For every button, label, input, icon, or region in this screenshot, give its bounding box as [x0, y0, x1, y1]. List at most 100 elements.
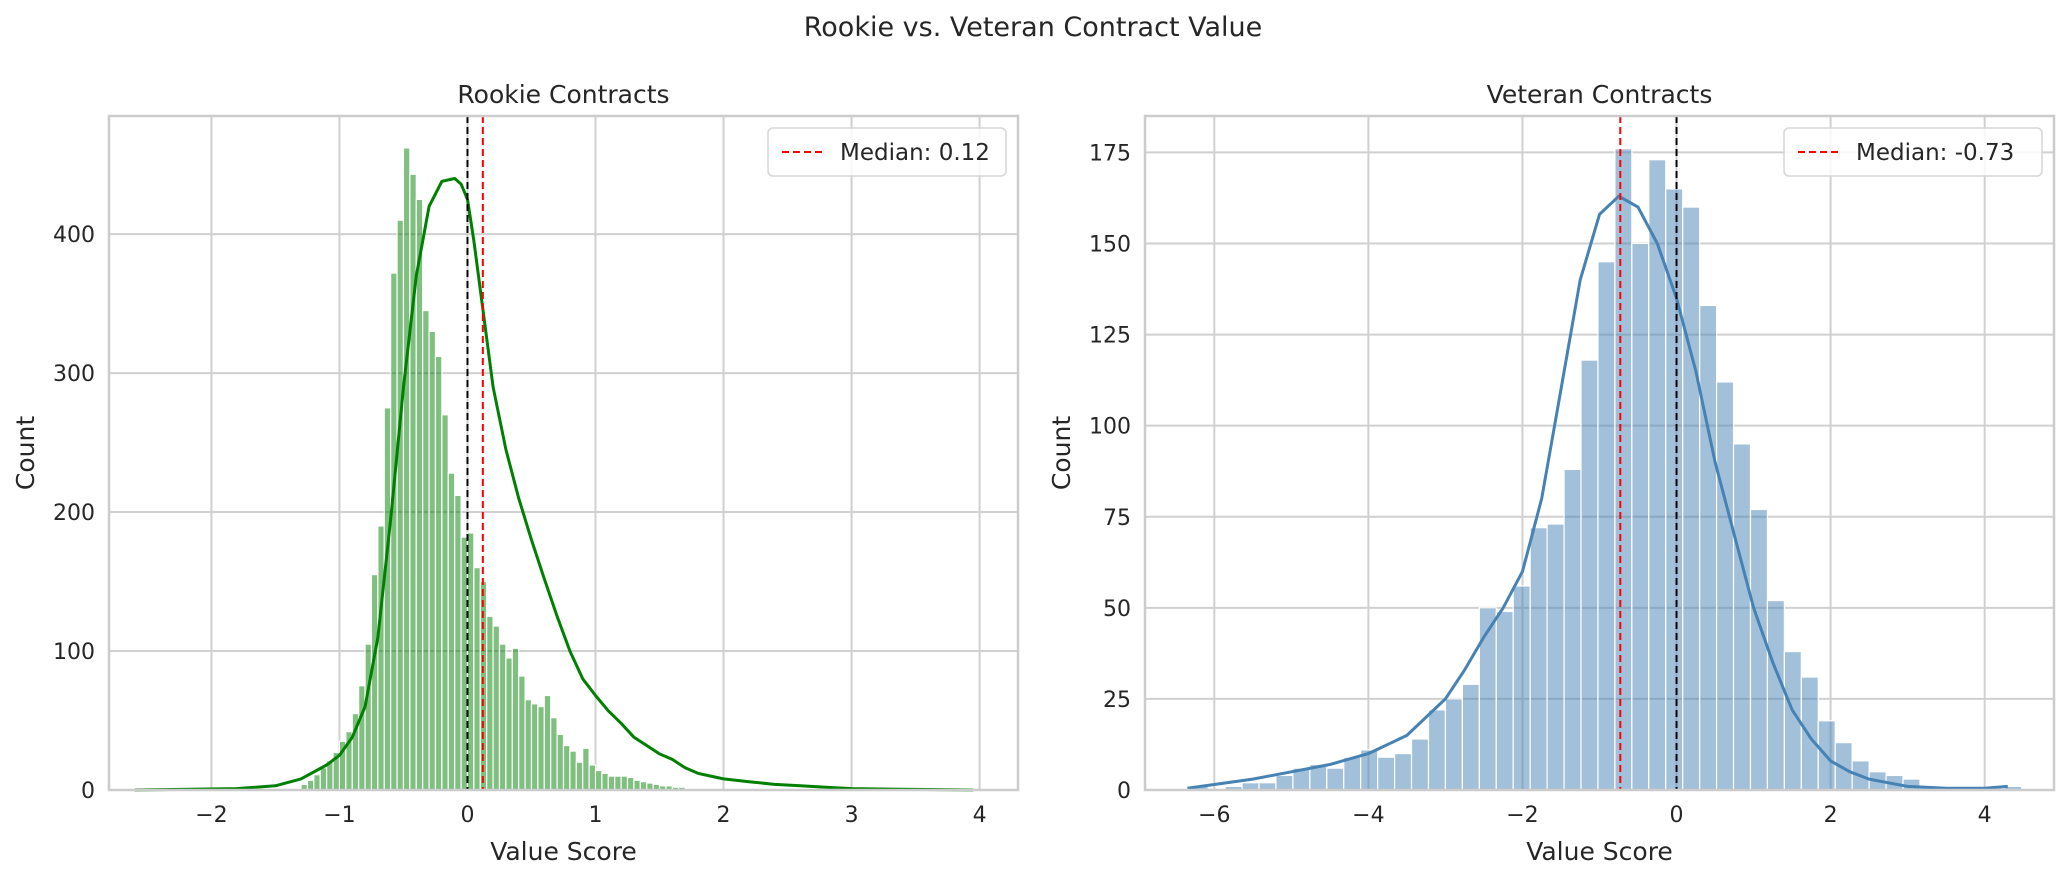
- x-axis-label: Value Score: [490, 837, 637, 866]
- legend-label: Median: 0.12: [840, 140, 990, 166]
- histogram-bar: [377, 525, 385, 791]
- histogram-bar: [447, 472, 456, 791]
- histogram-bar: [460, 536, 469, 791]
- histogram-bar: [383, 407, 392, 791]
- histogram-bar: [1512, 585, 1531, 791]
- veteran-contracts-panel: −6 −4 −2 0 2 4 0 25 50 75 100 125 150 175 Veteran Cont…: [1047, 80, 2056, 866]
- y-tick-label: 100: [1089, 415, 1131, 440]
- y-tick-label: 125: [1089, 324, 1131, 349]
- y-axis-label: Count: [11, 416, 40, 490]
- histogram-bar: [390, 272, 398, 791]
- y-tick-label: 200: [53, 501, 95, 526]
- axes-frame: [107, 114, 1020, 792]
- histogram-bar: [575, 761, 584, 791]
- x-tick-label: 3: [845, 803, 859, 828]
- kde-curve: [134, 177, 974, 792]
- histogram-bar: [537, 706, 545, 791]
- histogram-bar: [1326, 767, 1345, 791]
- y-tick-label: 150: [1089, 233, 1131, 258]
- histogram-bar: [1580, 359, 1599, 791]
- legend: Median: 0.12: [767, 127, 1007, 177]
- x-tick-label: 1: [589, 803, 603, 828]
- figure-title: Rookie vs. Veteran Contract Value: [804, 12, 1263, 43]
- histogram-bar: [1800, 676, 1819, 791]
- histogram-bar: [402, 147, 411, 791]
- histogram-bar: [582, 747, 590, 791]
- y-tick-label: 50: [1103, 597, 1131, 622]
- histogram-bar: [550, 717, 558, 791]
- histogram-bar: [1732, 443, 1752, 791]
- histogram-bar: [358, 685, 366, 791]
- histogram-bar: [441, 414, 449, 791]
- histogram-bar: [524, 699, 533, 791]
- y-axis-label: Count: [1047, 416, 1076, 490]
- x-tick-label: 0: [460, 803, 474, 828]
- histogram-bar: [1427, 709, 1447, 791]
- histogram-bar: [601, 772, 609, 791]
- histogram-bar: [1444, 698, 1463, 791]
- x-tick-label: −4: [1352, 803, 1384, 828]
- histogram-bar: [1343, 756, 1362, 791]
- histogram-bar: [594, 769, 603, 791]
- histogram-bar: [1410, 738, 1430, 791]
- histogram-bar: [543, 694, 552, 791]
- histogram-bar: [409, 173, 417, 791]
- x-tick-label: 0: [1670, 803, 1684, 828]
- y-tick-label: 175: [1089, 141, 1131, 166]
- histogram-bar: [1478, 607, 1497, 791]
- histogram-bar: [614, 775, 622, 791]
- histogram-bar: [1563, 468, 1582, 791]
- histogram-bar: [492, 625, 501, 791]
- histogram-bar: [1682, 206, 1701, 791]
- histogram-bar: [1614, 148, 1633, 791]
- x-axis-label: Value Score: [1526, 837, 1673, 866]
- histogram-bar: [1597, 261, 1616, 791]
- histogram-bar: [1715, 381, 1735, 791]
- x-tick-label: 4: [973, 803, 987, 828]
- histogram-bar: [620, 775, 629, 791]
- y-tick-label: 25: [1103, 688, 1131, 713]
- kde-curve: [1187, 194, 2008, 790]
- histogram-bar: [313, 774, 321, 791]
- histogram-bar: [511, 647, 520, 791]
- x-tick-label: 2: [1824, 803, 1838, 828]
- y-tick-label: 75: [1103, 506, 1131, 531]
- histogram-bar: [422, 309, 430, 791]
- x-tick-label: −1: [323, 803, 355, 828]
- histogram-bar: [1275, 774, 1294, 791]
- y-tick-label: 0: [1117, 779, 1131, 804]
- histogram-bar: [454, 494, 462, 791]
- histogram-bar: [588, 764, 597, 791]
- histogram-bar: [319, 767, 328, 791]
- histogram-bar: [1529, 527, 1548, 791]
- rookie-contracts-panel: −2 −1 0 1 2 3 4 0 100 200 300 400 Rookie Contracts Va…: [11, 80, 1020, 866]
- histogram-bar: [530, 703, 539, 791]
- histogram-bar: [1766, 599, 1785, 791]
- axes-frame: [1143, 114, 2056, 792]
- histogram-bar: [1631, 242, 1650, 791]
- histogram-bar: [1495, 610, 1514, 791]
- histogram-bar: [473, 567, 481, 791]
- histogram-bar: [1648, 159, 1667, 791]
- x-tick-label: 4: [1978, 803, 1992, 828]
- histogram-bar: [306, 779, 315, 791]
- y-tick-label: 0: [81, 779, 95, 804]
- x-tick-label: −2: [1506, 803, 1538, 828]
- histogram-bar: [364, 643, 373, 791]
- histogram-bar: [1749, 508, 1769, 791]
- histogram-bar: [434, 355, 443, 791]
- legend-label: Median: -0.73: [1856, 140, 2014, 166]
- histogram-bar: [556, 733, 565, 791]
- y-tick-label: 300: [53, 362, 95, 387]
- x-tick-label: −6: [1198, 803, 1230, 828]
- x-tick-label: −2: [195, 803, 227, 828]
- histogram-bar: [626, 776, 635, 791]
- histogram-bar: [1377, 756, 1396, 791]
- histogram-bar: [607, 775, 616, 791]
- histogram-bar: [1393, 752, 1413, 791]
- histogram-bar: [562, 744, 571, 791]
- histogram-bar: [370, 573, 379, 791]
- y-tick-label: 400: [53, 223, 95, 248]
- histogram-bar: [1699, 304, 1718, 791]
